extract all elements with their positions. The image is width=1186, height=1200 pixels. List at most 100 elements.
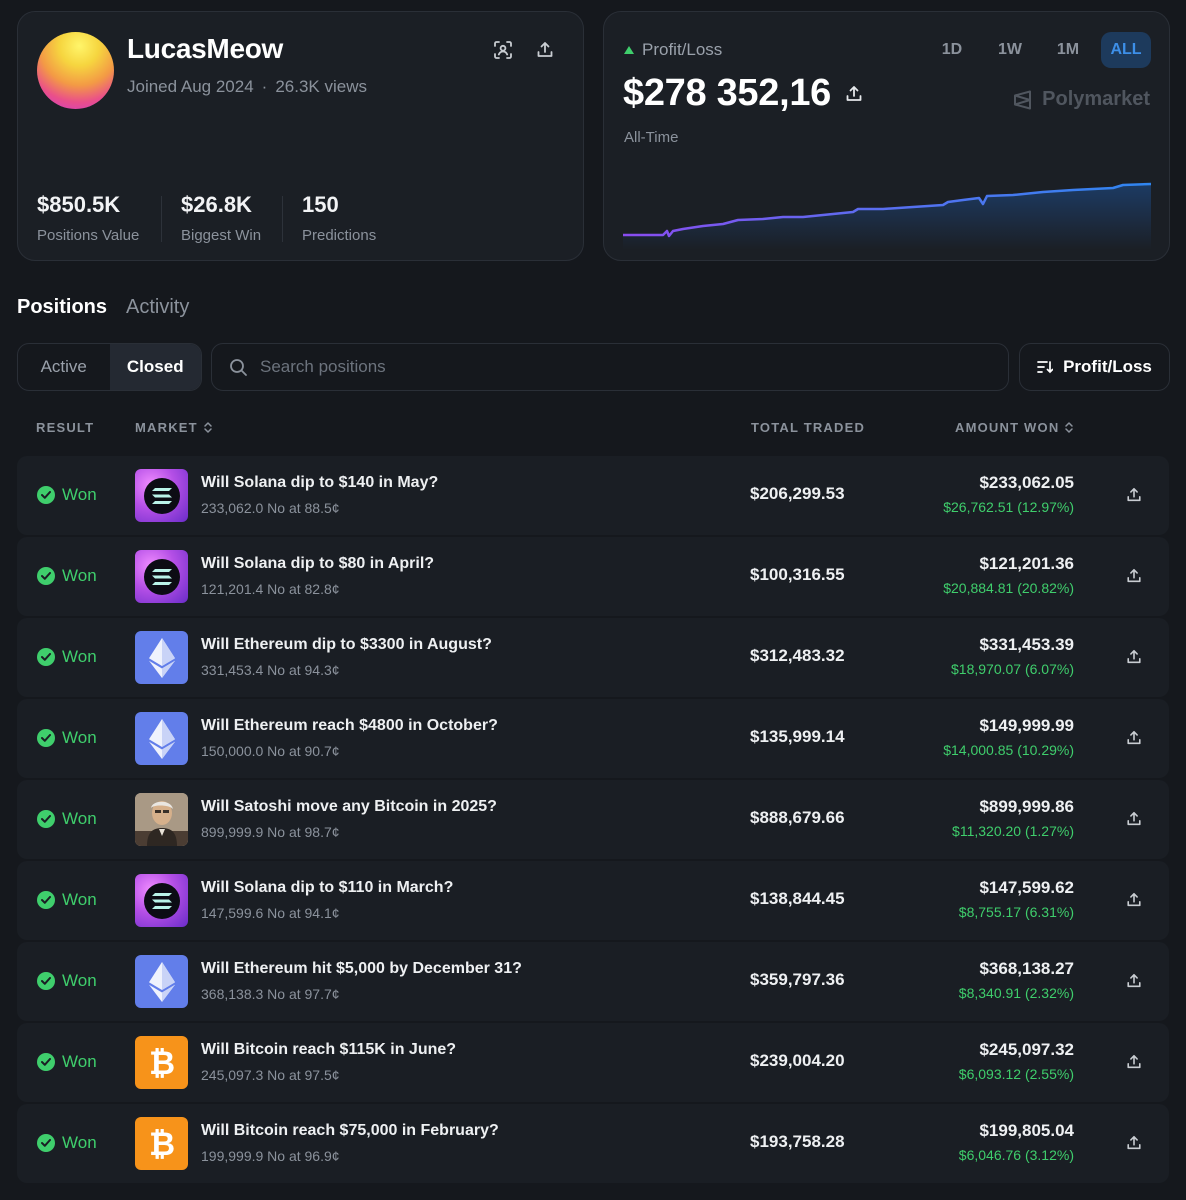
amount-won: $199,805.04 bbox=[979, 1121, 1074, 1140]
result-label: Won bbox=[62, 647, 97, 666]
share-icon[interactable] bbox=[1122, 726, 1146, 750]
table-row[interactable]: Won Will Ethereum reach $4800 in October?… bbox=[17, 699, 1169, 778]
range-tab-1w[interactable]: 1W bbox=[998, 41, 1022, 58]
pnl-header: Profit/Loss bbox=[624, 40, 722, 60]
table-row[interactable]: Won Will Solana dip to $140 in May? 233,06… bbox=[17, 456, 1169, 535]
table-row[interactable]: Won Will Ethereum hit $5,000 by December … bbox=[17, 942, 1169, 1021]
result-cell: Won bbox=[37, 566, 97, 586]
share-icon[interactable] bbox=[1122, 483, 1146, 507]
share-icon[interactable] bbox=[845, 85, 863, 103]
share-icon[interactable] bbox=[1122, 807, 1146, 831]
pnl-value-row: $278 352,16 bbox=[623, 72, 863, 115]
market-question[interactable]: Will Solana dip to $80 in April? bbox=[201, 555, 435, 572]
range-tab-1d[interactable]: 1D bbox=[941, 41, 963, 58]
profit-value: $8,755.17 (6.31%) bbox=[958, 904, 1074, 920]
table-row[interactable]: Won ₿ Will Bitcoin reach $75,000 in Februa… bbox=[17, 1104, 1169, 1183]
avatar[interactable] bbox=[37, 32, 114, 109]
tab-activity[interactable]: Activity bbox=[126, 296, 190, 318]
amount-won: $149,999.99 bbox=[979, 716, 1074, 735]
qr-scan-icon[interactable] bbox=[490, 37, 516, 63]
stat-label: Predictions bbox=[302, 227, 377, 244]
amount-won: $233,062.05 bbox=[979, 473, 1074, 492]
pnl-period: All-Time bbox=[624, 129, 679, 146]
column-header-amount-won[interactable]: AMOUNT WON bbox=[955, 420, 1074, 435]
polymarket-brand: Polymarket bbox=[1012, 88, 1150, 111]
share-icon[interactable] bbox=[1122, 645, 1146, 669]
market-question[interactable]: Will Bitcoin reach $75,000 in February? bbox=[201, 1122, 499, 1139]
market-question[interactable]: Will Ethereum reach $4800 in October? bbox=[201, 717, 498, 734]
result-cell: Won bbox=[37, 485, 97, 505]
market-question[interactable]: Will Bitcoin reach $115K in June? bbox=[201, 1041, 457, 1058]
check-circle-icon bbox=[37, 648, 55, 666]
profit-value: $18,970.07 (6.07%) bbox=[951, 661, 1074, 677]
username: LucasMeow bbox=[127, 33, 284, 64]
tab-positions[interactable]: Positions bbox=[17, 296, 108, 318]
total-traded: $138,844.45 bbox=[750, 889, 845, 908]
profit-value: $6,093.12 (2.55%) bbox=[958, 1066, 1074, 1082]
range-tab-1m[interactable]: 1M bbox=[1056, 41, 1080, 58]
solana-icon bbox=[135, 550, 188, 603]
check-circle-icon bbox=[37, 810, 55, 828]
stat-label: Biggest Win bbox=[181, 227, 262, 244]
share-icon[interactable] bbox=[1122, 969, 1146, 993]
sort-toggle-icon bbox=[204, 422, 212, 433]
check-circle-icon bbox=[37, 567, 55, 585]
result-cell: Won bbox=[37, 890, 97, 910]
profit-value: $26,762.51 (12.97%) bbox=[943, 499, 1074, 515]
result-cell: Won bbox=[37, 809, 97, 829]
svg-text:₿: ₿ bbox=[148, 1127, 174, 1161]
profit-value: $20,884.81 (20.82%) bbox=[943, 580, 1074, 596]
market-question[interactable]: Will Satoshi move any Bitcoin in 2025? bbox=[201, 798, 497, 815]
table-row[interactable]: Won Will Satoshi move any Bitcoin in 2025… bbox=[17, 780, 1169, 859]
share-icon[interactable] bbox=[1122, 564, 1146, 588]
search-icon bbox=[230, 358, 247, 376]
total-traded: $239,004.20 bbox=[750, 1051, 845, 1070]
table-row[interactable]: Won Will Solana dip to $80 in April? 121,2… bbox=[17, 537, 1169, 616]
market-question[interactable]: Will Ethereum dip to $3300 in August? bbox=[201, 636, 492, 653]
polymarket-logo-icon bbox=[1014, 90, 1032, 109]
table-row[interactable]: Won Will Solana dip to $110 in March? 147,… bbox=[17, 861, 1169, 940]
sort-toggle-icon bbox=[1065, 422, 1074, 433]
joined-date: Joined Aug 2024 bbox=[127, 77, 254, 96]
range-tab-all[interactable]: ALL bbox=[1101, 32, 1151, 68]
check-circle-icon bbox=[37, 1134, 55, 1152]
sort-profit-loss-button[interactable]: Profit/Loss bbox=[1019, 343, 1170, 391]
portrait-photo bbox=[135, 793, 188, 846]
position-detail: 368,138.3 No at 97.7¢ bbox=[201, 986, 340, 1002]
stat-value: $26.8K bbox=[181, 192, 252, 217]
position-detail: 121,201.4 No at 82.8¢ bbox=[201, 581, 340, 597]
total-traded: $100,316.55 bbox=[750, 565, 845, 584]
pnl-chart bbox=[623, 182, 1151, 250]
share-icon[interactable] bbox=[1122, 888, 1146, 912]
amount-won: $899,999.86 bbox=[979, 797, 1074, 816]
table-row[interactable]: Won ₿ Will Bitcoin reach $115K in June? 245… bbox=[17, 1023, 1169, 1102]
result-label: Won bbox=[62, 890, 97, 909]
result-label: Won bbox=[62, 566, 97, 585]
stat-label: Positions Value bbox=[37, 227, 140, 244]
market-question[interactable]: Will Solana dip to $110 in March? bbox=[201, 879, 454, 896]
filter-active-button[interactable]: Active bbox=[40, 357, 87, 376]
solana-icon bbox=[135, 874, 188, 927]
profit-value: $8,340.91 (2.32%) bbox=[958, 985, 1074, 1001]
table-row[interactable]: Won Will Ethereum dip to $3300 in August?… bbox=[17, 618, 1169, 697]
meta-separator: · bbox=[261, 77, 268, 96]
pnl-area bbox=[623, 184, 1151, 250]
column-header-label: MARKET bbox=[135, 420, 198, 435]
filter-closed-button[interactable]: Closed bbox=[109, 344, 201, 390]
pnl-card: Profit/Loss 1D 1W 1M ALL $278 352,16 All… bbox=[603, 11, 1170, 261]
share-icon[interactable] bbox=[532, 37, 558, 63]
column-header-market[interactable]: MARKET bbox=[135, 420, 213, 435]
total-traded: $312,483.32 bbox=[750, 646, 845, 665]
market-question[interactable]: Will Solana dip to $140 in May? bbox=[201, 474, 439, 491]
result-label: Won bbox=[62, 971, 97, 990]
total-traded: $206,299.53 bbox=[750, 484, 845, 503]
amount-won: $368,138.27 bbox=[979, 959, 1074, 978]
result-label: Won bbox=[62, 728, 97, 747]
profit-value: $6,046.76 (3.12%) bbox=[958, 1147, 1074, 1163]
search-input[interactable] bbox=[260, 357, 960, 377]
market-question[interactable]: Will Ethereum hit $5,000 by December 31? bbox=[201, 960, 522, 977]
result-cell: Won bbox=[37, 1052, 97, 1072]
share-icon[interactable] bbox=[1122, 1050, 1146, 1074]
share-icon[interactable] bbox=[1122, 1131, 1146, 1155]
check-circle-icon bbox=[37, 729, 55, 747]
